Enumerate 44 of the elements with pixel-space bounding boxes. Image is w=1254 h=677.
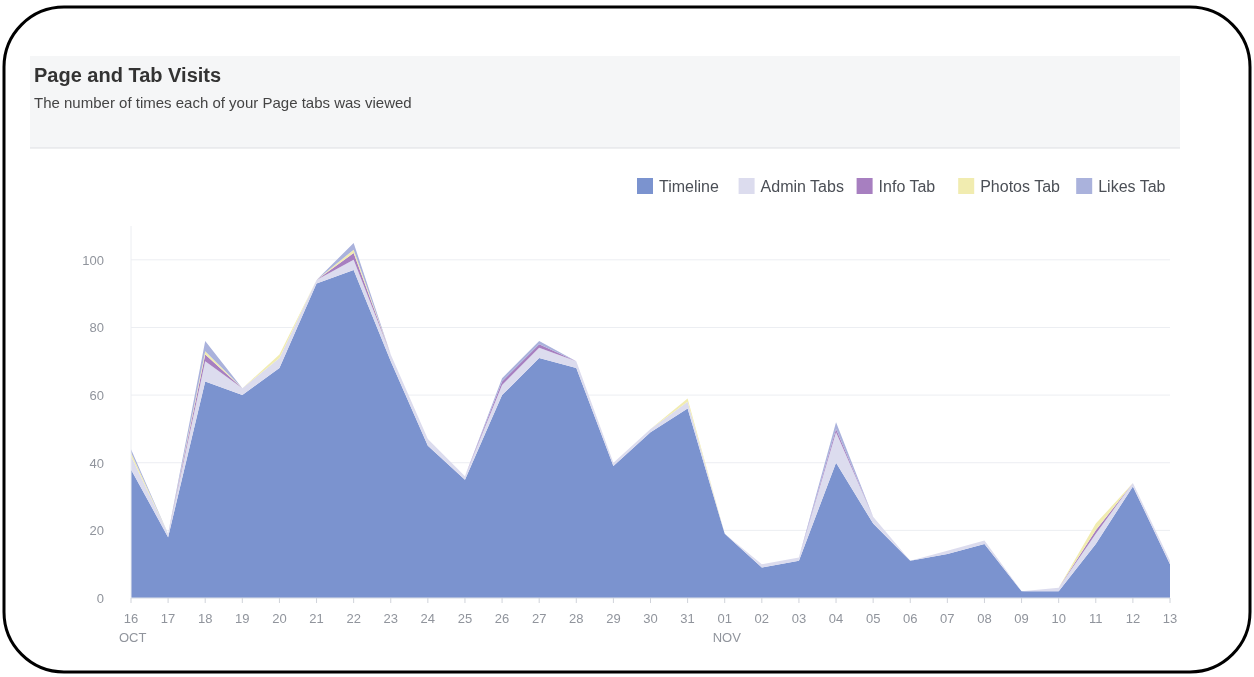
text: OCT <box>119 630 147 645</box>
text: NOV <box>712 630 742 645</box>
x-tick-label: 11 <box>1089 611 1103 626</box>
x-tick-label: 21 <box>309 611 324 626</box>
x-tick-label: 24 <box>420 611 436 626</box>
x-tick-label: 02 <box>754 611 770 626</box>
x-tick-label: 03 <box>791 611 807 626</box>
x-tick-label: 04 <box>828 611 844 626</box>
legend-label: Photos Tab <box>980 178 1061 195</box>
legend-label: Timeline <box>659 178 719 195</box>
y-tick-label: 80 <box>89 320 104 336</box>
chart-title: Page and Tab Visits <box>34 64 222 86</box>
y-tick-label: 20 <box>89 523 104 539</box>
x-tick-label: 13 <box>1162 611 1178 626</box>
x-tick-label: 25 <box>457 611 473 626</box>
x-tick-label: 23 <box>383 611 398 626</box>
x-tick-label: 10 <box>1051 611 1066 626</box>
x-tick-label: 16 <box>123 611 139 626</box>
x-tick-label: 09 <box>1014 611 1029 626</box>
y-tick-label: 40 <box>89 455 104 471</box>
x-tick-label: 17 <box>160 611 176 626</box>
x-tick-label: 22 <box>346 611 361 626</box>
x-tick-label: 08 <box>977 611 992 626</box>
x-tick-label: 26 <box>494 611 510 626</box>
x-tick-label: 18 <box>197 611 213 626</box>
x-tick-label: 05 <box>865 611 881 626</box>
legend-label: Likes Tab <box>1098 178 1166 195</box>
legend-label: Info Tab <box>878 178 936 195</box>
x-tick-label: 01 <box>717 611 732 626</box>
x-tick-label: 07 <box>940 611 955 626</box>
x-tick-label: 19 <box>235 611 250 626</box>
x-tick-label: 20 <box>272 611 287 626</box>
x-tick-label: 29 <box>606 611 621 626</box>
y-tick-label: 100 <box>82 252 104 268</box>
x-tick-label: 06 <box>903 611 918 626</box>
x-tick-label: 28 <box>569 611 584 626</box>
y-tick-label: 0 <box>96 591 104 606</box>
chart-subtitle: The number of times each of your Page tabs was viewed <box>34 94 412 111</box>
x-tick-label: 30 <box>643 611 658 626</box>
y-tick-label: 60 <box>89 388 104 404</box>
x-tick-label: 31 <box>680 611 695 626</box>
x-tick-label: 12 <box>1125 611 1141 626</box>
legend-label: Admin Tabs <box>760 178 844 195</box>
x-tick-label: 27 <box>531 611 547 626</box>
